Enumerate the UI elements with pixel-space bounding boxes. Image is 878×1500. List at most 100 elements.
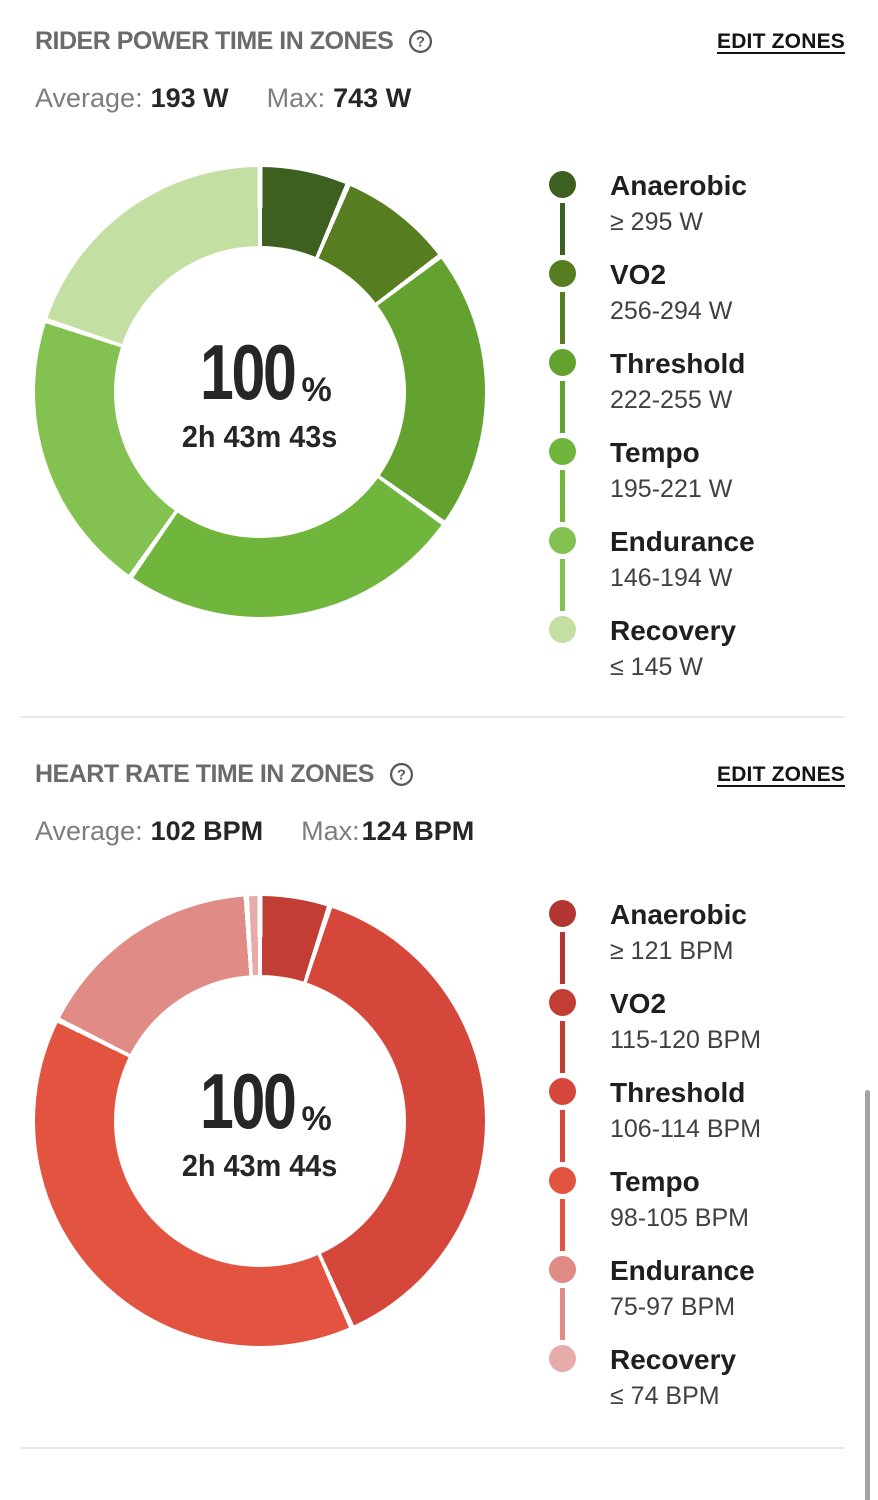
hr-donut-chart: 100 % 2h 43m 44s <box>35 896 485 1346</box>
power-zones-section: RIDER POWER TIME IN ZONES ? EDIT ZONES A… <box>0 0 878 680</box>
zone-text: VO2 256-294 W <box>610 260 732 349</box>
power-chart-row: 100 % 2h 43m 43s Anaerobic ≥ 295 W VO2 256-… <box>35 167 845 680</box>
zone-name: Anaerobic <box>610 170 747 201</box>
zone-color-dot-icon <box>549 1167 576 1194</box>
power-max-stat: Max: 743 W <box>267 83 412 114</box>
zone-connector-line <box>560 381 565 433</box>
hr-donut-center: 100 % 2h 43m 44s <box>35 896 485 1346</box>
zone-range: 75-97 BPM <box>610 1293 736 1321</box>
help-icon[interactable]: ? <box>408 29 433 54</box>
power-average-stat: Average: 193 W <box>35 83 229 114</box>
help-icon[interactable]: ? <box>389 762 414 787</box>
zone-name: Threshold <box>610 1077 746 1108</box>
section-divider <box>20 1447 845 1449</box>
hr-header-left: HEART RATE TIME IN ZONES ? <box>35 760 414 789</box>
zone-name: Endurance <box>610 526 755 557</box>
legend-item-threshold: Threshold 222-255 W <box>549 349 755 438</box>
zone-name: Tempo <box>610 437 700 468</box>
zone-connector-line <box>560 932 565 984</box>
zone-text: VO2 115-120 BPM <box>610 989 761 1078</box>
max-value: 743 W <box>333 83 412 113</box>
legend-item-anaerobic: Anaerobic ≥ 295 W <box>549 171 755 260</box>
zone-text: Tempo 195-221 W <box>610 438 732 527</box>
zone-name: Threshold <box>610 348 746 379</box>
hr-total-time: 2h 43m 44s <box>182 1147 338 1183</box>
zone-range: ≥ 295 W <box>610 208 703 236</box>
zone-color-dot-icon <box>549 349 576 376</box>
edit-zones-link[interactable]: EDIT ZONES <box>716 762 845 786</box>
power-donut-chart: 100 % 2h 43m 43s <box>35 167 485 617</box>
zone-name: Anaerobic <box>610 899 747 930</box>
legend-item-vo2: VO2 256-294 W <box>549 260 755 349</box>
power-stats-row: Average: 193 W Max: 743 W <box>35 83 845 114</box>
zone-text: Anaerobic ≥ 295 W <box>610 171 747 260</box>
zone-name: Tempo <box>610 1166 700 1197</box>
zone-marker-column <box>549 989 576 1078</box>
zone-range: ≥ 121 BPM <box>610 937 734 965</box>
zone-color-dot-icon <box>549 171 576 198</box>
zone-range: 106-114 BPM <box>610 1115 762 1143</box>
zone-range: 98-105 BPM <box>610 1204 749 1232</box>
legend-item-endurance: Endurance 75-97 BPM <box>549 1256 761 1345</box>
zone-color-dot-icon <box>549 1078 576 1105</box>
zone-marker-column <box>549 260 576 349</box>
average-label: Average: <box>35 83 143 113</box>
zone-range: ≤ 145 W <box>610 653 703 681</box>
legend-item-recovery: Recovery ≤ 145 W <box>549 616 755 680</box>
average-label: Average: <box>35 816 143 846</box>
zone-text: Threshold 106-114 BPM <box>610 1078 761 1167</box>
section-divider <box>20 716 845 718</box>
zone-connector-line <box>560 203 565 255</box>
zone-marker-column <box>549 349 576 438</box>
power-header-left: RIDER POWER TIME IN ZONES ? <box>35 27 433 56</box>
hr-percent-sign: % <box>301 1099 332 1138</box>
max-label: Max: <box>301 816 360 846</box>
zone-connector-line <box>560 292 565 344</box>
average-value: 102 BPM <box>150 816 264 846</box>
hr-max-stat: Max: 124 BPM <box>301 816 474 847</box>
hr-section-title: HEART RATE TIME IN ZONES <box>35 760 374 788</box>
zone-color-dot-icon <box>549 438 576 465</box>
zone-range: 115-120 BPM <box>610 1026 762 1054</box>
legend-item-tempo: Tempo 98-105 BPM <box>549 1167 761 1256</box>
zone-color-dot-icon <box>549 616 576 643</box>
zone-color-dot-icon <box>549 900 576 927</box>
zone-marker-column <box>549 616 576 680</box>
hr-percent: 100 % <box>184 1062 335 1140</box>
edit-zones-link[interactable]: EDIT ZONES <box>716 29 845 53</box>
average-value: 193 W <box>150 83 229 113</box>
svg-text:?: ? <box>397 768 406 784</box>
zone-range: 146-194 W <box>610 564 733 592</box>
zone-color-dot-icon <box>549 1345 576 1372</box>
hr-stats-row: Average: 102 BPM Max: 124 BPM <box>35 816 845 847</box>
legend-item-anaerobic: Anaerobic ≥ 121 BPM <box>549 900 761 989</box>
zone-connector-line <box>560 1021 565 1073</box>
zone-text: Tempo 98-105 BPM <box>610 1167 749 1256</box>
zone-range: 222-255 W <box>610 386 733 414</box>
hr-section-header: HEART RATE TIME IN ZONES ? EDIT ZONES <box>35 760 845 789</box>
legend-item-tempo: Tempo 195-221 W <box>549 438 755 527</box>
hr-chart-row: 100 % 2h 43m 44s Anaerobic ≥ 121 BPM VO2 11… <box>35 896 845 1409</box>
legend-item-endurance: Endurance 146-194 W <box>549 527 755 616</box>
zone-text: Endurance 75-97 BPM <box>610 1256 755 1345</box>
zone-marker-column <box>549 900 576 989</box>
vertical-scrollbar[interactable] <box>865 1090 870 1500</box>
zone-range: 256-294 W <box>610 297 733 325</box>
zone-text: Anaerobic ≥ 121 BPM <box>610 900 747 989</box>
hr-percent-number: 100 <box>200 1056 297 1145</box>
zone-color-dot-icon <box>549 989 576 1016</box>
legend-item-threshold: Threshold 106-114 BPM <box>549 1078 761 1167</box>
max-label: Max: <box>266 83 326 113</box>
zone-connector-line <box>560 1199 565 1251</box>
zone-connector-line <box>560 470 565 522</box>
zone-connector-line <box>560 1110 565 1162</box>
legend-item-vo2: VO2 115-120 BPM <box>549 989 761 1078</box>
zone-name: Recovery <box>610 615 737 646</box>
zone-marker-column <box>549 438 576 527</box>
power-zone-legend: Anaerobic ≥ 295 W VO2 256-294 W Threshold 222… <box>549 167 755 680</box>
zone-range: ≤ 74 BPM <box>610 1382 720 1410</box>
hr-average-stat: Average: 102 BPM <box>35 816 263 847</box>
zone-marker-column <box>549 1345 576 1409</box>
power-percent-number: 100 <box>200 327 297 416</box>
zone-name: VO2 <box>610 988 667 1019</box>
